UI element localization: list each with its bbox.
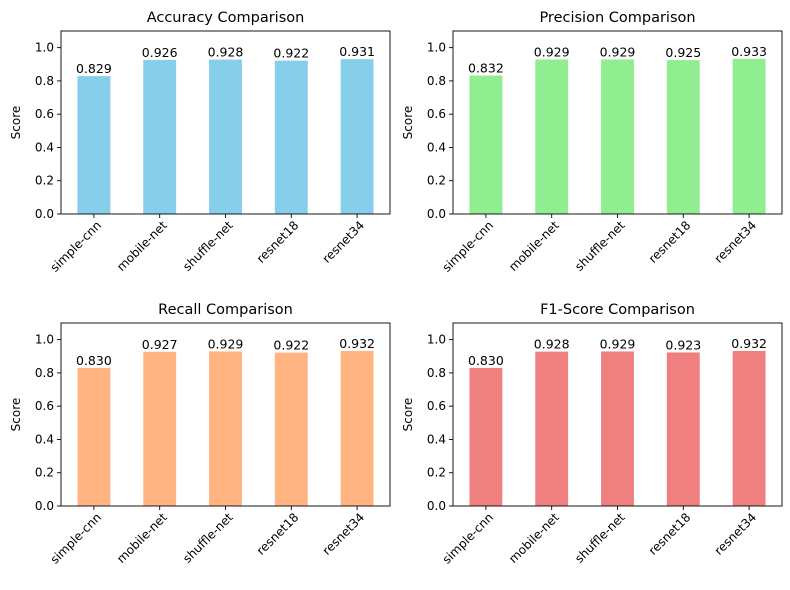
value-label: 0.932 [731, 336, 767, 351]
bar-mobile-net [143, 351, 177, 506]
bar-shuffle-net [601, 59, 634, 214]
x-tick-label: simple-cnn [48, 510, 104, 566]
x-tick-label: mobile-net [506, 510, 562, 566]
value-label: 0.931 [339, 44, 375, 59]
bar-mobile-net [143, 59, 177, 215]
chart-title: F1-Score Comparison [540, 302, 695, 318]
y-axis-label: Score [9, 398, 23, 432]
x-tick-label: resnet18 [254, 510, 302, 558]
bar-resnet18 [274, 60, 308, 214]
y-tick-label: 0.0 [35, 207, 54, 221]
value-label: 0.928 [534, 337, 570, 352]
y-tick-label: 0.8 [35, 366, 54, 380]
y-tick-label: 0.8 [35, 74, 54, 88]
x-tick-label: resnet18 [254, 218, 302, 266]
chart-title: Recall Comparison [158, 302, 293, 318]
x-tick-label: simple-cnn [440, 218, 496, 274]
value-label: 0.923 [665, 337, 701, 352]
x-tick-label: resnet34 [712, 510, 760, 558]
y-tick-label: 1.0 [35, 41, 54, 55]
bar-resnet34 [340, 59, 374, 215]
y-tick-label: 0.0 [427, 499, 446, 513]
x-tick-label: shuffle-net [572, 510, 628, 566]
x-tick-label: simple-cnn [440, 510, 496, 566]
value-label: 0.922 [273, 338, 309, 353]
y-tick-label: 0.6 [35, 107, 54, 121]
bar-resnet34 [732, 350, 766, 506]
subplot-1: 0.829 0.926 0.928 0.922 0.931 0.0 0.2 0.4 0.6 0.8… [9, 10, 391, 275]
y-tick-label: 0.2 [427, 174, 446, 188]
x-tick-label: resnet34 [320, 218, 368, 266]
x-tick-label: resnet34 [320, 510, 368, 558]
y-tick-label: 0.2 [35, 174, 54, 188]
x-tick-label: shuffle-net [572, 218, 628, 274]
y-tick-label: 0.0 [35, 499, 54, 513]
x-tick-label: mobile-net [506, 218, 562, 274]
chart-title: Precision Comparison [539, 10, 695, 26]
y-axis-label: Score [401, 106, 415, 140]
bar-shuffle-net [601, 351, 634, 506]
value-label: 0.933 [731, 44, 767, 59]
x-tick-label: resnet34 [712, 218, 760, 266]
y-tick-label: 0.4 [35, 140, 54, 154]
y-tick-label: 0.6 [427, 399, 446, 413]
bar-shuffle-net [209, 351, 242, 506]
subplot-3: 0.830 0.927 0.929 0.922 0.932 0.0 0.2 0.4 0.6 0.8… [9, 302, 391, 567]
value-label: 0.922 [273, 46, 309, 61]
x-tick-label: mobile-net [114, 510, 170, 566]
value-label: 0.925 [665, 45, 701, 60]
y-tick-label: 1.0 [427, 41, 446, 55]
chart-title: Accuracy Comparison [147, 10, 305, 26]
value-label: 0.928 [208, 45, 244, 60]
x-tick-label: shuffle-net [180, 510, 236, 566]
bar-simple-cnn [469, 75, 503, 215]
value-label: 0.829 [76, 61, 112, 76]
value-label: 0.929 [600, 336, 636, 351]
x-tick-label: simple-cnn [48, 218, 104, 274]
y-tick-label: 0.2 [35, 466, 54, 480]
value-label: 0.929 [534, 44, 570, 59]
bar-simple-cnn [469, 367, 503, 506]
bar-mobile-net [535, 59, 569, 214]
y-tick-label: 0.6 [35, 399, 54, 413]
x-tick-label: mobile-net [114, 218, 170, 274]
y-tick-label: 0.8 [427, 74, 446, 88]
subplot-2: 0.832 0.929 0.929 0.925 0.933 0.0 0.2 0.4 0.6 0.8… [401, 10, 783, 275]
bar-resnet18 [666, 60, 700, 215]
value-label: 0.926 [142, 45, 178, 60]
bar-resnet18 [274, 352, 308, 506]
bar-shuffle-net [209, 59, 242, 214]
value-label: 0.830 [76, 353, 112, 368]
value-label: 0.927 [142, 337, 178, 352]
bar-resnet34 [732, 58, 766, 214]
y-tick-label: 0.8 [427, 366, 446, 380]
bar-simple-cnn [77, 76, 111, 214]
y-tick-label: 1.0 [35, 333, 54, 347]
y-axis-label: Score [401, 398, 415, 432]
value-label: 0.929 [208, 336, 244, 351]
bar-resnet18 [666, 352, 700, 506]
bar-simple-cnn [77, 367, 111, 506]
y-tick-label: 0.4 [427, 432, 446, 446]
subplot-4: 0.830 0.928 0.929 0.923 0.932 0.0 0.2 0.4 0.6 0.8… [401, 302, 783, 567]
value-label: 0.932 [339, 336, 375, 351]
bar-mobile-net [535, 351, 569, 506]
y-tick-label: 0.4 [427, 140, 446, 154]
bar-resnet34 [340, 350, 374, 506]
x-tick-label: resnet18 [646, 510, 694, 558]
x-tick-label: resnet18 [646, 218, 694, 266]
value-label: 0.830 [468, 353, 504, 368]
y-tick-label: 0.0 [427, 207, 446, 221]
y-tick-label: 0.6 [427, 107, 446, 121]
y-tick-label: 1.0 [427, 333, 446, 347]
y-axis-label: Score [9, 106, 23, 140]
value-label: 0.832 [468, 61, 504, 76]
x-tick-label: shuffle-net [180, 218, 236, 274]
value-label: 0.929 [600, 44, 636, 59]
y-tick-label: 0.4 [35, 432, 54, 446]
y-tick-label: 0.2 [427, 466, 446, 480]
